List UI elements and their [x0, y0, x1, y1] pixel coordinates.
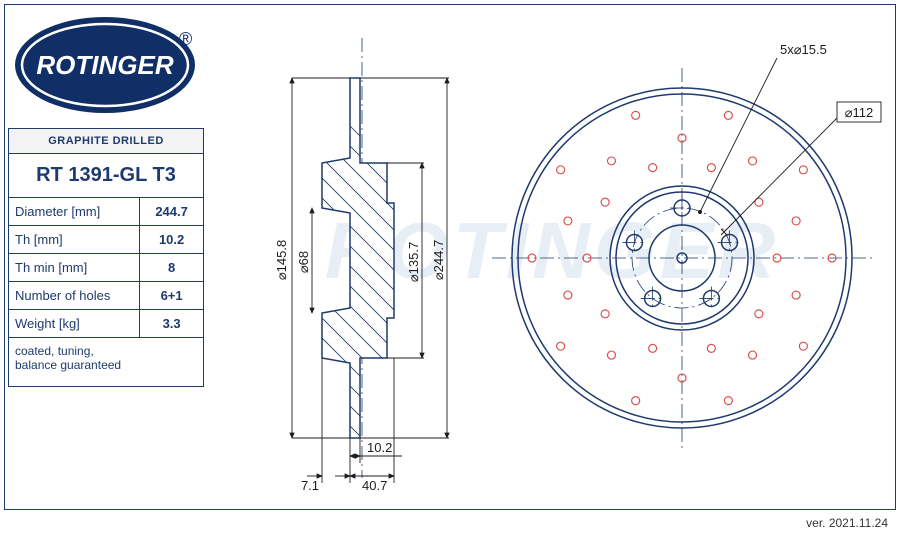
dim-hat-id: ⌀135.7: [406, 242, 421, 282]
dim-total-depth: 40.7: [362, 478, 387, 493]
dim-hat-od: ⌀145.8: [274, 240, 289, 280]
spec-model-row: RT 1391-GL T3: [9, 154, 204, 198]
spec-value: 244.7: [140, 198, 204, 226]
dim-outer: ⌀244.7: [431, 240, 446, 280]
spec-model: RT 1391-GL T3: [9, 154, 204, 198]
spec-label: Th [mm]: [9, 226, 140, 254]
spec-row: Weight [kg]3.3: [9, 310, 204, 338]
spec-value: 8: [140, 254, 204, 282]
spec-row: Th [mm]10.2: [9, 226, 204, 254]
spec-note-row: coated, tuning, balance guaranteed: [9, 338, 204, 387]
spec-label: Diameter [mm]: [9, 198, 140, 226]
spec-note: coated, tuning, balance guaranteed: [9, 338, 204, 387]
dim-bore: ⌀68: [296, 251, 311, 273]
spec-value: 10.2: [140, 226, 204, 254]
spec-label: Weight [kg]: [9, 310, 140, 338]
technical-drawing: ROTINGER ⌀14: [212, 8, 892, 526]
spec-category-row: GRAPHITE DRILLED: [9, 129, 204, 154]
spec-value: 6+1: [140, 282, 204, 310]
spec-label: Number of holes: [9, 282, 140, 310]
dim-bolt-pattern: 5x⌀15.5: [780, 42, 827, 57]
dim-pcd: ⌀112: [845, 105, 874, 120]
logo-text: ROTINGER: [36, 50, 173, 80]
version-label: ver. 2021.11.24: [806, 516, 888, 530]
spec-row: Number of holes6+1: [9, 282, 204, 310]
spec-row: Th min [mm]8: [9, 254, 204, 282]
spec-table: GRAPHITE DRILLED RT 1391-GL T3 Diameter …: [8, 128, 204, 387]
dim-thickness: 10.2: [367, 440, 392, 455]
brand-logo: ROTINGER ®: [10, 10, 200, 120]
spec-row: Diameter [mm]244.7: [9, 198, 204, 226]
spec-value: 3.3: [140, 310, 204, 338]
dim-offset: 7.1: [301, 478, 319, 493]
registered-mark: ®: [179, 29, 192, 49]
spec-category: GRAPHITE DRILLED: [9, 129, 204, 154]
spec-label: Th min [mm]: [9, 254, 140, 282]
